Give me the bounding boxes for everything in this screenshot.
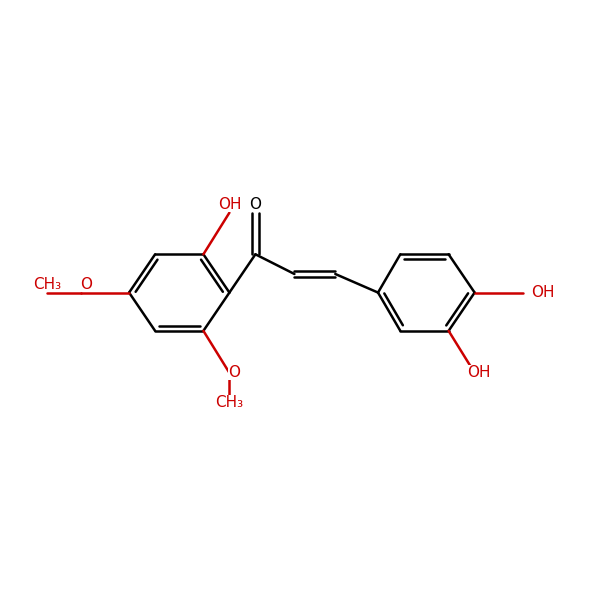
Text: O: O [80, 277, 92, 292]
Text: O: O [250, 197, 262, 212]
Text: OH: OH [218, 197, 241, 212]
Text: CH₃: CH₃ [215, 395, 244, 410]
Text: OH: OH [531, 285, 554, 300]
Text: CH₃: CH₃ [33, 277, 61, 292]
Text: OH: OH [467, 365, 491, 380]
Text: O: O [228, 365, 240, 380]
